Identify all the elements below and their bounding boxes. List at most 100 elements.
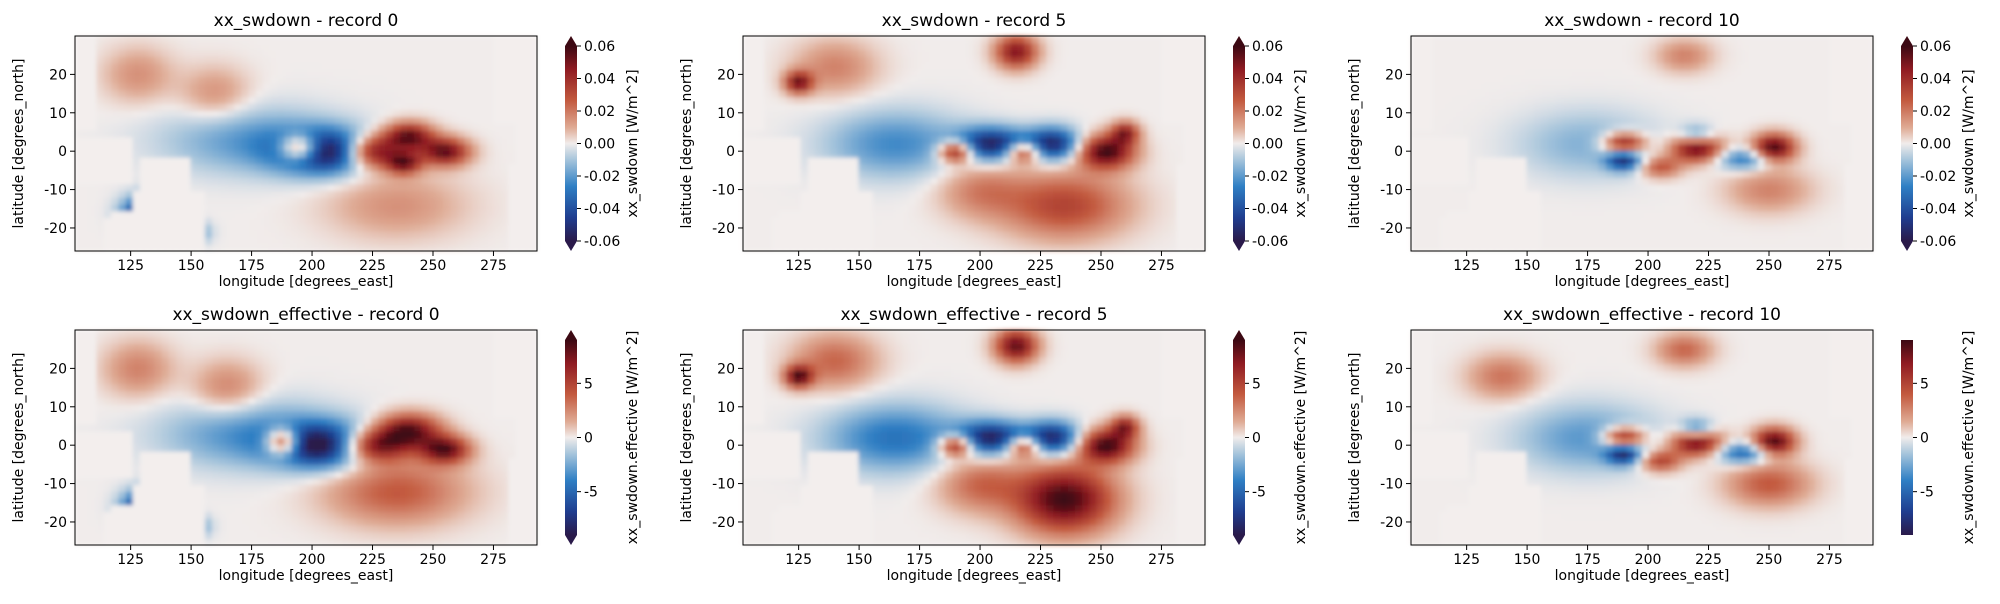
heatmap-cell	[89, 211, 97, 218]
heatmap-cell	[1090, 56, 1098, 63]
heatmap-cell	[1183, 96, 1191, 103]
heatmap-cell	[1527, 177, 1535, 184]
heatmap-cell	[1534, 123, 1542, 130]
heatmap-cell	[1183, 70, 1191, 77]
heatmap-cell	[916, 117, 924, 124]
x-tick-label: 200	[967, 258, 994, 274]
heatmap-cell	[248, 177, 256, 184]
heatmap-cell	[1162, 83, 1170, 90]
heatmap-cell	[429, 70, 437, 77]
heatmap-cell	[1563, 197, 1571, 204]
heatmap-cell	[1039, 157, 1047, 164]
heatmap-cell	[162, 137, 170, 144]
heatmap-cell	[1162, 184, 1170, 191]
heatmap-cell	[1527, 110, 1535, 117]
heatmap-cell	[960, 177, 968, 184]
heatmap-cell	[772, 204, 780, 211]
heatmap-cell	[801, 43, 809, 50]
heatmap-cell	[1126, 43, 1134, 50]
heatmap-cell	[292, 130, 300, 137]
heatmap-cell	[1433, 83, 1441, 90]
heatmap-cell	[443, 224, 451, 231]
heatmap-cell	[887, 130, 895, 137]
heatmap-cell	[1154, 76, 1162, 83]
heatmap-cell	[1097, 231, 1105, 238]
heatmap-cell	[371, 70, 379, 77]
heatmap-cell	[1425, 76, 1433, 83]
heatmap-cell	[1003, 197, 1011, 204]
heatmap-cell	[981, 117, 989, 124]
heatmap-cell	[1454, 63, 1462, 70]
heatmap-cell	[263, 137, 271, 144]
heatmap-cell	[757, 56, 765, 63]
heatmap-cell	[277, 110, 285, 117]
heatmap-cell	[191, 231, 199, 238]
heatmap-cell	[1519, 238, 1527, 245]
heatmap-cell	[1133, 49, 1141, 56]
heatmap-cell	[133, 96, 141, 103]
heatmap-cell	[1090, 83, 1098, 90]
heatmap-cell	[328, 170, 336, 177]
heatmap-cell	[923, 150, 931, 157]
heatmap-cell	[902, 238, 910, 245]
heatmap-cell	[1541, 224, 1549, 231]
heatmap-cell	[1068, 204, 1076, 211]
heatmap-cell	[967, 43, 975, 50]
heatmap-cell	[508, 177, 516, 184]
heatmap-cell	[1075, 110, 1083, 117]
heatmap-cell	[1183, 56, 1191, 63]
heatmap-cell	[1176, 191, 1184, 198]
heatmap-cell	[75, 96, 83, 103]
heatmap-cell	[1075, 43, 1083, 50]
heatmap-cell	[859, 117, 867, 124]
heatmap-cell	[479, 117, 487, 124]
heatmap-cell	[118, 49, 126, 56]
heatmap-cell	[212, 56, 220, 63]
heatmap-cell	[1017, 150, 1025, 157]
heatmap-cell	[1025, 217, 1033, 224]
heatmap-cell	[479, 217, 487, 224]
heatmap-cell	[1133, 170, 1141, 177]
heatmap-cell	[909, 123, 917, 130]
heatmap-cell	[212, 184, 220, 191]
heatmap-cell	[371, 231, 379, 238]
heatmap-cell	[523, 63, 531, 70]
heatmap-cell	[859, 103, 867, 110]
heatmap-cell	[97, 157, 105, 164]
heatmap-cell	[414, 238, 422, 245]
heatmap-cell	[436, 231, 444, 238]
heatmap-cell	[1104, 56, 1112, 63]
heatmap-cell	[794, 96, 802, 103]
heatmap-cell	[140, 90, 148, 97]
heatmap-cell	[1591, 238, 1599, 245]
heatmap-cell	[1433, 123, 1441, 130]
heatmap-cell	[205, 43, 213, 50]
heatmap-cell	[1162, 197, 1170, 204]
heatmap-cell	[822, 144, 830, 151]
heatmap-cell	[1534, 204, 1542, 211]
heatmap-cell	[1425, 204, 1433, 211]
heatmap-cell	[75, 49, 83, 56]
heatmap-cell	[1082, 211, 1090, 218]
heatmap-cell	[1548, 204, 1556, 211]
heatmap-cell	[198, 63, 206, 70]
heatmap-cell	[465, 191, 473, 198]
heatmap-cell	[1454, 76, 1462, 83]
heatmap-cell	[89, 197, 97, 204]
heatmap-cell	[988, 83, 996, 90]
heatmap-cell	[97, 164, 105, 171]
heatmap-cell	[757, 224, 765, 231]
heatmap-cell	[1061, 103, 1069, 110]
heatmap-cell	[1469, 117, 1477, 124]
heatmap-cell	[270, 43, 278, 50]
heatmap-cell	[1454, 204, 1462, 211]
heatmap-cell	[313, 144, 321, 151]
heatmap-cell	[1061, 70, 1069, 77]
heatmap-cell	[1198, 56, 1206, 63]
heatmap-cell	[205, 231, 213, 238]
heatmap-cell	[147, 76, 155, 83]
heatmap-cell	[1462, 96, 1470, 103]
heatmap-cell	[1075, 137, 1083, 144]
heatmap-cell	[393, 110, 401, 117]
heatmap-cell	[1447, 177, 1455, 184]
